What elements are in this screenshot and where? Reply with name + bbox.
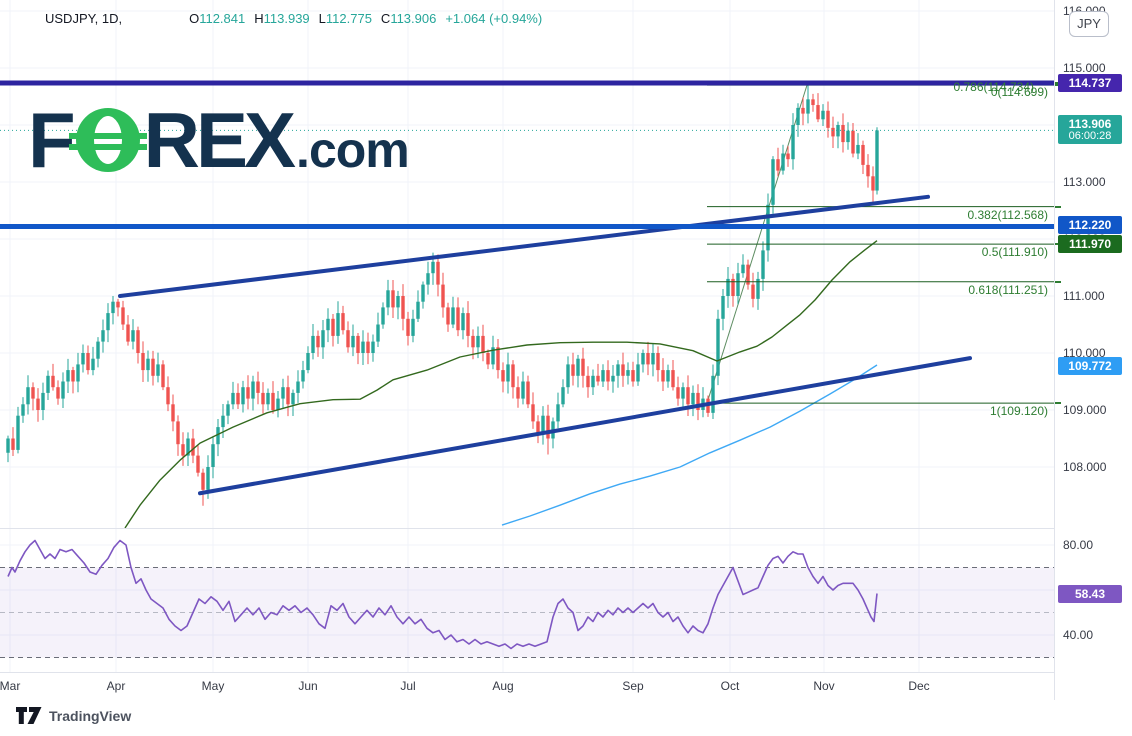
ohlc-value: 112.775 — [325, 11, 372, 26]
watermark-letter-f: F — [28, 96, 76, 184]
price-tick: 110.000 — [1063, 346, 1106, 360]
price-tick: 108.000 — [1063, 460, 1107, 474]
watermark-letters-rex: REX — [143, 96, 296, 184]
month-label-sep: Sep — [622, 679, 644, 693]
price-badge: 112.220 — [1058, 216, 1122, 234]
tradingview-logo[interactable]: TradingView — [16, 707, 131, 724]
tradingview-logo-text: TradingView — [49, 707, 132, 724]
chart-canvas[interactable] — [0, 0, 1054, 700]
countdown-timer: 06:00:28 — [1068, 130, 1112, 143]
ohlc-value: 113.939 — [263, 11, 310, 26]
tradingview-logo-icon — [16, 707, 42, 724]
month-label-nov: Nov — [813, 679, 835, 693]
month-label-dec: Dec — [908, 679, 930, 693]
forex-com-watermark: F REX .com — [28, 96, 410, 184]
ohlc-key: L — [318, 11, 326, 26]
symbol-legend: USDJPY, 1D, O112.841 H113.939 L112.775 C113.… — [45, 11, 542, 26]
fib-level-label[interactable]: 1(109.120) — [989, 404, 1048, 418]
month-label-mar: Mar — [0, 679, 21, 693]
fib-level-label[interactable]: 0.5(111.910) — [981, 245, 1048, 259]
price-badge: 114.737 — [1058, 73, 1122, 92]
rsi-line[interactable] — [7, 539, 878, 650]
time-axis[interactable]: Mar Apr May Jun Jul Aug Sep Oct Nov Dec — [0, 672, 1132, 702]
price-tick: 115.000 — [1063, 61, 1106, 75]
month-label-oct: Oct — [720, 679, 740, 693]
candles-series[interactable] — [6, 83, 879, 506]
ohlc-value: 113.906 — [390, 11, 437, 26]
month-label-jul: Jul — [400, 679, 416, 693]
price-badge: 113.906 06:00:28 — [1058, 115, 1122, 145]
price-tick: 111.000 — [1063, 289, 1105, 303]
month-label-apr: Apr — [106, 679, 126, 693]
ohlc-key: C — [380, 11, 391, 26]
month-label-aug: Aug — [492, 679, 514, 693]
ma-fast-line[interactable] — [501, 364, 878, 526]
forex-coin-zero-icon — [68, 108, 147, 172]
coin-inner-oval — [93, 116, 122, 164]
ohlc-key: O — [189, 11, 200, 26]
price-tick: 113.000 — [1063, 175, 1106, 189]
fib-level-label[interactable]: 0.786(114.734) — [953, 80, 1034, 94]
symbol-title[interactable]: USDJPY, 1D, — [45, 11, 123, 26]
fib-level-label[interactable]: 0(114.699) — [990, 85, 1048, 99]
month-label-jun: Jun — [298, 679, 318, 693]
fib-axis-tick — [1055, 280, 1061, 283]
channel-upper-trendline[interactable] — [118, 194, 930, 298]
price-tick: 80.00 — [1063, 538, 1094, 552]
fib-axis-tick — [1055, 402, 1061, 405]
jpy-currency-button[interactable]: JPY — [1069, 11, 1109, 37]
change-value: +1.064 (+0.94%) — [445, 11, 543, 26]
fib-level-label[interactable]: 0.618(111.251) — [968, 283, 1048, 297]
price-badge: 111.970 — [1058, 235, 1122, 253]
coin-strike-bar — [68, 144, 147, 150]
footer-bar: TradingView — [0, 700, 1132, 736]
watermark-dot-com: .com — [296, 122, 410, 178]
ohlc-value: 112.841 — [199, 11, 246, 26]
ma-slow-line[interactable] — [124, 240, 878, 529]
fib-axis-tick — [1055, 205, 1061, 208]
pane-separator[interactable] — [0, 528, 1132, 529]
fib-level-label[interactable]: 0.382(112.568) — [967, 208, 1048, 222]
price-badge: 109.772 — [1058, 356, 1122, 375]
channel-lower-trendline[interactable] — [198, 356, 972, 496]
price-tick: 109.000 — [1063, 403, 1107, 417]
coin-strike-bar — [68, 133, 147, 139]
price-badge: 58.43 — [1058, 584, 1122, 603]
ohlc-key: H — [254, 11, 264, 26]
month-label-may: May — [201, 679, 225, 693]
price-tick: 40.00 — [1063, 628, 1094, 642]
price-axis[interactable]: JPY 116.000115.000114.000113.000112.0001… — [1054, 0, 1132, 700]
